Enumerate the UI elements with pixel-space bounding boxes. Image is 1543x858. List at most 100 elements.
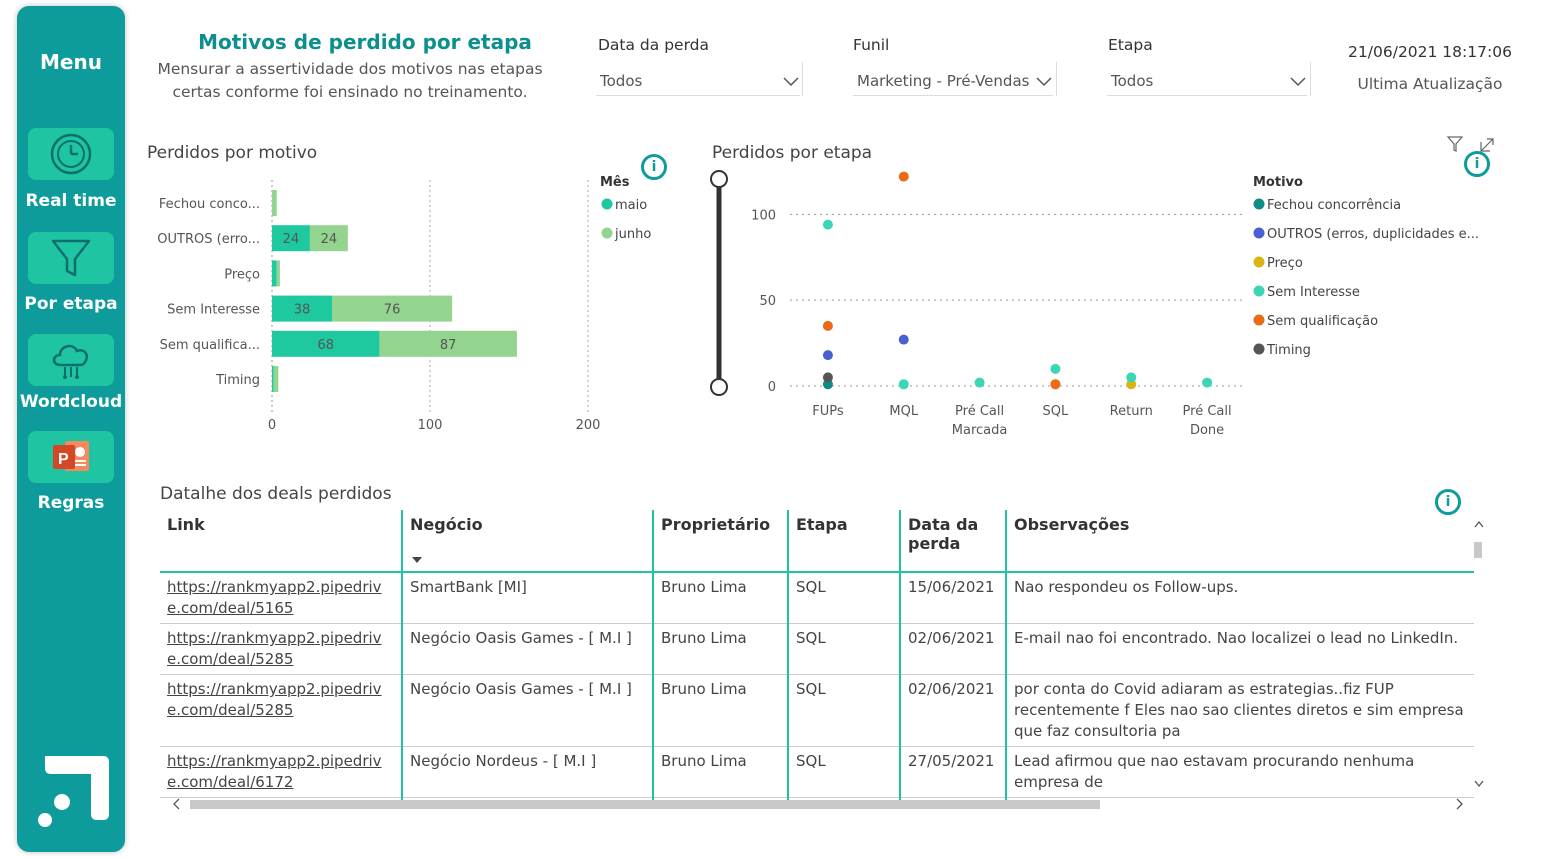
cell-etapa: SQL bbox=[788, 746, 901, 798]
cell-link: https://rankmyapp2.pipedrive.com/deal/51… bbox=[160, 572, 403, 624]
deals-table: Link Negócio Proprietário Etapa Data da … bbox=[160, 510, 1474, 800]
data-point bbox=[822, 320, 833, 331]
page-title: Motivos de perdido por etapa bbox=[198, 30, 532, 54]
company-logo bbox=[38, 756, 109, 827]
column-header-label: Link bbox=[167, 515, 205, 534]
filter-label-etapa: Etapa bbox=[1108, 36, 1153, 54]
wordcloud-button[interactable] bbox=[28, 334, 114, 386]
divider bbox=[1310, 62, 1311, 96]
cell-link: https://rankmyapp2.pipedrive.com/deal/61… bbox=[160, 797, 403, 800]
wordcloud-label[interactable]: Wordcloud bbox=[19, 392, 123, 412]
column-header-label: Observações bbox=[1014, 515, 1130, 534]
real-time-button[interactable] bbox=[28, 128, 114, 180]
cell-etapa: SQL bbox=[788, 797, 901, 800]
column-header-data-perda[interactable]: Data da perda bbox=[900, 510, 1007, 573]
legend-label: Timing bbox=[1266, 343, 1311, 358]
horizontal-scrollbar-thumb[interactable] bbox=[190, 800, 1100, 809]
regras-button[interactable]: P bbox=[28, 431, 114, 483]
cell-link: https://rankmyapp2.pipedrive.com/deal/61… bbox=[160, 746, 403, 798]
cell-proprietario: Bruno Lima bbox=[653, 572, 789, 624]
cell-etapa: SQL bbox=[788, 623, 901, 675]
column-header-observacoes[interactable]: Observações bbox=[1006, 510, 1474, 573]
data-point bbox=[898, 171, 909, 182]
legend-marker bbox=[1253, 256, 1265, 268]
deal-link[interactable]: https://rankmyapp2.pipedrive.com/deal/61… bbox=[167, 752, 382, 791]
vertical-scrollbar-thumb[interactable] bbox=[1474, 542, 1482, 558]
y-tick-label: OUTROS (erro... bbox=[157, 232, 260, 247]
column-header-link[interactable]: Link bbox=[160, 510, 403, 573]
table-row[interactable]: https://rankmyapp2.pipedrive.com/deal/52… bbox=[160, 674, 1474, 747]
cell-data-perda: 02/06/2021 bbox=[900, 674, 1007, 747]
divider bbox=[1056, 62, 1057, 96]
column-header-etapa[interactable]: Etapa bbox=[788, 510, 901, 573]
scroll-down-icon[interactable] bbox=[1474, 780, 1484, 788]
bar-junho bbox=[272, 190, 277, 216]
scroll-left-icon[interactable] bbox=[172, 798, 180, 810]
bar-maio bbox=[272, 330, 380, 357]
legend-label: OUTROS (erros, duplicidades e... bbox=[1267, 227, 1479, 242]
x-tick-label: Return bbox=[1110, 404, 1153, 419]
scroll-right-icon[interactable] bbox=[1456, 798, 1464, 810]
por-etapa-label[interactable]: Por etapa bbox=[24, 294, 118, 314]
data-point bbox=[822, 350, 833, 361]
chart-motivo-title: Perdidos por motivo bbox=[147, 143, 318, 163]
table-row[interactable]: https://rankmyapp2.pipedrive.com/deal/61… bbox=[160, 746, 1474, 798]
cell-observacoes: Sao super potenciais, mas tiveram mudanc… bbox=[1006, 797, 1474, 800]
por-etapa-button[interactable] bbox=[28, 232, 114, 284]
data-point bbox=[1050, 379, 1061, 390]
x-tick-label: Marcada bbox=[952, 423, 1008, 438]
table-row[interactable]: https://rankmyapp2.pipedrive.com/deal/52… bbox=[160, 623, 1474, 675]
legend-label: junho bbox=[614, 227, 651, 242]
table-title: Datalhe dos deals perdidos bbox=[160, 484, 392, 504]
cell-negocio: Negócio Oasis Games - [ M.I ] bbox=[402, 674, 654, 747]
bar-maio bbox=[272, 366, 274, 392]
data-point bbox=[898, 334, 909, 345]
cell-observacoes: E-mail nao foi encontrado. Nao localizei… bbox=[1006, 623, 1474, 675]
column-header-label: Data da perda bbox=[908, 515, 979, 553]
chart-etapa: 0 50 100 FUPs MQL Pré Call Marcada SQL Return Pré… bbox=[710, 170, 1479, 438]
chart-etapa-title: Perdidos por etapa bbox=[712, 143, 873, 163]
chevron-down-icon bbox=[1036, 76, 1052, 86]
cell-link: https://rankmyapp2.pipedrive.com/deal/52… bbox=[160, 623, 403, 675]
bar-maio bbox=[272, 225, 310, 252]
legend-label: Sem Interesse bbox=[1267, 285, 1360, 300]
deal-link[interactable]: https://rankmyapp2.pipedrive.com/deal/52… bbox=[167, 629, 382, 668]
x-tick-label: FUPs bbox=[812, 404, 844, 419]
filter-funil-value: Marketing - Pré-Vendas bbox=[857, 71, 1030, 90]
sidebar: Menu Real time Por etapa Wordcloud P bbox=[17, 6, 125, 852]
column-header-proprietario[interactable]: Proprietário bbox=[653, 510, 789, 573]
deal-link[interactable]: https://rankmyapp2.pipedrive.com/deal/51… bbox=[167, 578, 382, 617]
scroll-up-icon[interactable] bbox=[1474, 520, 1484, 528]
info-icon[interactable]: i bbox=[641, 154, 667, 180]
table-row[interactable]: https://rankmyapp2.pipedrive.com/deal/61… bbox=[160, 797, 1474, 800]
cell-data-perda: 15/06/2021 bbox=[900, 572, 1007, 624]
bar-junho bbox=[276, 260, 280, 287]
bar-value-label: 87 bbox=[440, 338, 457, 353]
y-tick-label: 100 bbox=[751, 208, 776, 223]
data-point bbox=[898, 379, 909, 390]
legend-marker bbox=[601, 227, 613, 239]
deal-link[interactable]: https://rankmyapp2.pipedrive.com/deal/61… bbox=[167, 799, 382, 800]
real-time-label[interactable]: Real time bbox=[25, 191, 117, 211]
bar-maio bbox=[272, 295, 333, 322]
deal-link[interactable]: https://rankmyapp2.pipedrive.com/deal/52… bbox=[167, 680, 382, 719]
divider bbox=[802, 62, 803, 96]
cell-etapa: SQL bbox=[788, 674, 901, 747]
filter-icon[interactable] bbox=[1446, 135, 1464, 153]
column-header-negocio[interactable]: Negócio bbox=[402, 510, 654, 573]
svg-text:P: P bbox=[58, 451, 69, 468]
filter-etapa-dropdown[interactable]: Todos bbox=[1107, 66, 1307, 96]
chevron-down-icon bbox=[1290, 76, 1306, 86]
clock-icon bbox=[50, 133, 92, 175]
info-icon[interactable]: i bbox=[1464, 151, 1490, 177]
cell-negocio: SmartBank [MI] bbox=[402, 572, 654, 624]
regras-label[interactable]: Regras bbox=[37, 493, 105, 513]
table-row[interactable]: https://rankmyapp2.pipedrive.com/deal/51… bbox=[160, 572, 1474, 624]
filter-funil-dropdown[interactable]: Marketing - Pré-Vendas bbox=[853, 66, 1053, 96]
page-subtitle: Mensurar a assertividade dos motivos nas… bbox=[157, 60, 543, 101]
filter-etapa-value: Todos bbox=[1111, 71, 1154, 90]
bar-junho bbox=[309, 225, 348, 252]
x-tick-label: Pré Call bbox=[1183, 404, 1232, 419]
filter-data-perda-dropdown[interactable]: Todos bbox=[596, 66, 800, 96]
legend-label: Preço bbox=[1267, 256, 1303, 271]
